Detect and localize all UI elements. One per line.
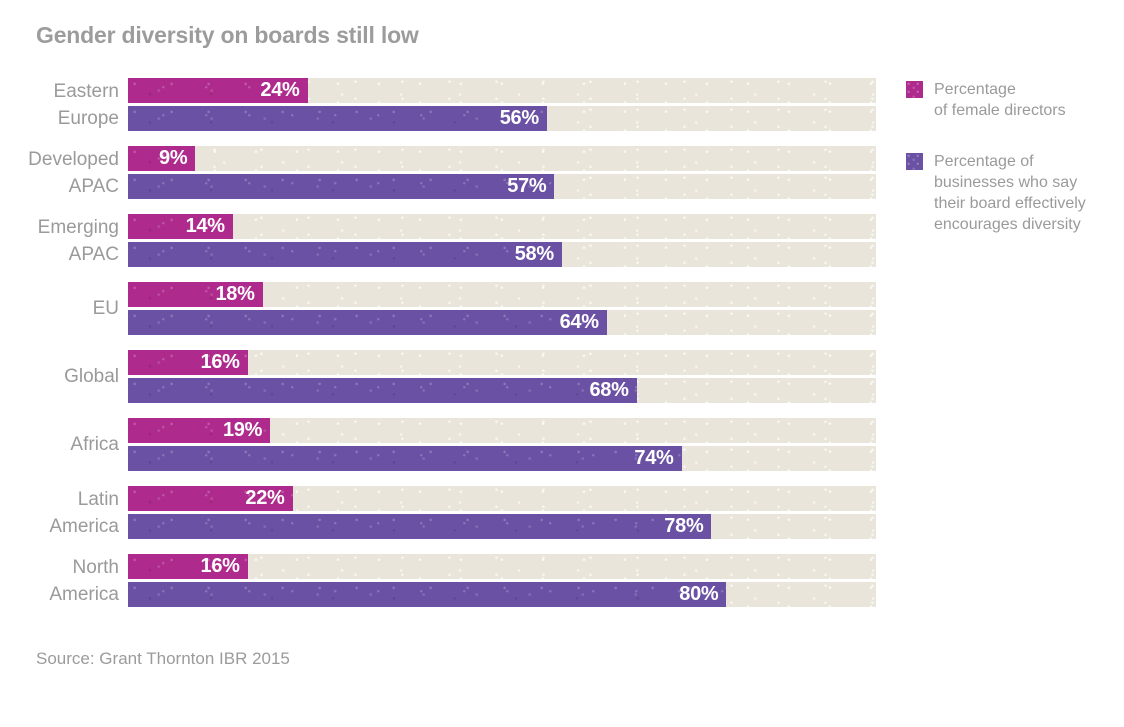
legend-item: Percentage of female directors [906, 79, 1086, 121]
value-label: 80% [679, 583, 719, 605]
value-label: 18% [215, 283, 255, 305]
legend-label: Percentage of female directors [934, 81, 1066, 119]
bar-track: 56% [128, 106, 876, 131]
legend-label: Percentage of businesses who say their b… [934, 153, 1086, 233]
female-directors-bar: 16% [128, 350, 248, 375]
value-label: 16% [200, 555, 240, 577]
category-label: Developed APAC [28, 148, 119, 197]
chart-row: Latin America 22% 78% [0, 486, 876, 539]
bar-group: 18% 64% [128, 282, 876, 335]
value-label: 78% [664, 515, 704, 537]
bar-track: 74% [128, 446, 876, 471]
chart-legend: Percentage of female directors Percentage… [906, 79, 1086, 265]
bar-track: 80% [128, 582, 876, 607]
legend-swatch [906, 81, 923, 98]
category-label: Latin America [49, 488, 119, 537]
board-diversity-bar: 78% [128, 514, 711, 539]
legend-swatch [906, 153, 923, 170]
value-label: 19% [222, 419, 263, 441]
bar-group: 22% 78% [128, 486, 876, 539]
bar-track: 16% [128, 350, 876, 375]
value-label: 56% [499, 107, 539, 129]
bar-track: 9% [128, 146, 876, 171]
value-label: 57% [507, 175, 547, 197]
board-diversity-bar: 56% [128, 106, 547, 131]
bar-track: 18% [128, 282, 876, 307]
value-label: 24% [260, 79, 300, 101]
category-label: Emerging APAC [37, 216, 119, 265]
source-caption: Source: Grant Thornton IBR 2015 [36, 649, 290, 668]
female-directors-bar: 9% [128, 146, 195, 171]
bar-group: 14% 58% [128, 214, 876, 267]
female-directors-bar: 18% [128, 282, 263, 307]
legend-item: Percentage of businesses who say their b… [906, 151, 1086, 235]
chart-row: Africa 19% 74% [0, 418, 876, 471]
board-diversity-bar: 64% [128, 310, 607, 335]
bar-group: 16% 80% [128, 554, 876, 607]
chart-row: EU 18% 64% [0, 282, 876, 335]
chart-title: Gender diversity on boards still low [36, 22, 419, 48]
category-label: Africa [70, 434, 119, 455]
value-label: 22% [245, 487, 285, 509]
bar-group: 16% 68% [128, 350, 876, 403]
bar-track: 78% [128, 514, 876, 539]
female-directors-bar: 24% [128, 78, 308, 103]
female-directors-bar: 19% [128, 418, 270, 443]
chart-row: Emerging APAC 14% 58% [0, 214, 876, 267]
bar-track: 14% [128, 214, 876, 239]
chart-rows: Eastern Europe 24% 56% Developed APAC 9% 57% E… [0, 78, 876, 607]
bar-group: 9% 57% [128, 146, 876, 199]
board-diversity-bar: 58% [128, 242, 562, 267]
value-label: 58% [514, 243, 554, 265]
bar-track: 68% [128, 378, 876, 403]
bar-chart: Eastern Europe 24% 56% Developed APAC 9% 57% E… [0, 78, 876, 622]
value-label: 64% [559, 311, 599, 333]
category-label: Eastern Europe [53, 80, 119, 129]
board-diversity-bar: 74% [128, 446, 682, 471]
bar-track: 16% [128, 554, 876, 579]
bar-group: 19% 74% [128, 418, 876, 471]
value-label: 68% [589, 379, 629, 401]
bar-track: 64% [128, 310, 876, 335]
female-directors-bar: 16% [128, 554, 248, 579]
chart-row: Developed APAC 9% 57% [0, 146, 876, 199]
bar-track: 24% [128, 78, 876, 103]
category-label: North America [49, 556, 119, 605]
category-label: EU [92, 298, 119, 319]
value-label: 9% [159, 147, 188, 169]
category-label: Global [64, 366, 119, 387]
bar-track: 57% [128, 174, 876, 199]
board-diversity-bar: 68% [128, 378, 637, 403]
chart-row: North America 16% 80% [0, 554, 876, 607]
chart-row: Eastern Europe 24% 56% [0, 78, 876, 131]
female-directors-bar: 14% [128, 214, 233, 239]
board-diversity-bar: 80% [128, 582, 726, 607]
chart-row: Global 16% 68% [0, 350, 876, 403]
value-label: 16% [200, 351, 240, 373]
female-directors-bar: 22% [128, 486, 293, 511]
value-label: 74% [634, 447, 674, 469]
bar-group: 24% 56% [128, 78, 876, 131]
board-diversity-bar: 57% [128, 174, 554, 199]
bar-track: 22% [128, 486, 876, 511]
bar-track: 19% [128, 418, 876, 443]
bar-track: 58% [128, 242, 876, 267]
value-label: 14% [185, 215, 225, 237]
